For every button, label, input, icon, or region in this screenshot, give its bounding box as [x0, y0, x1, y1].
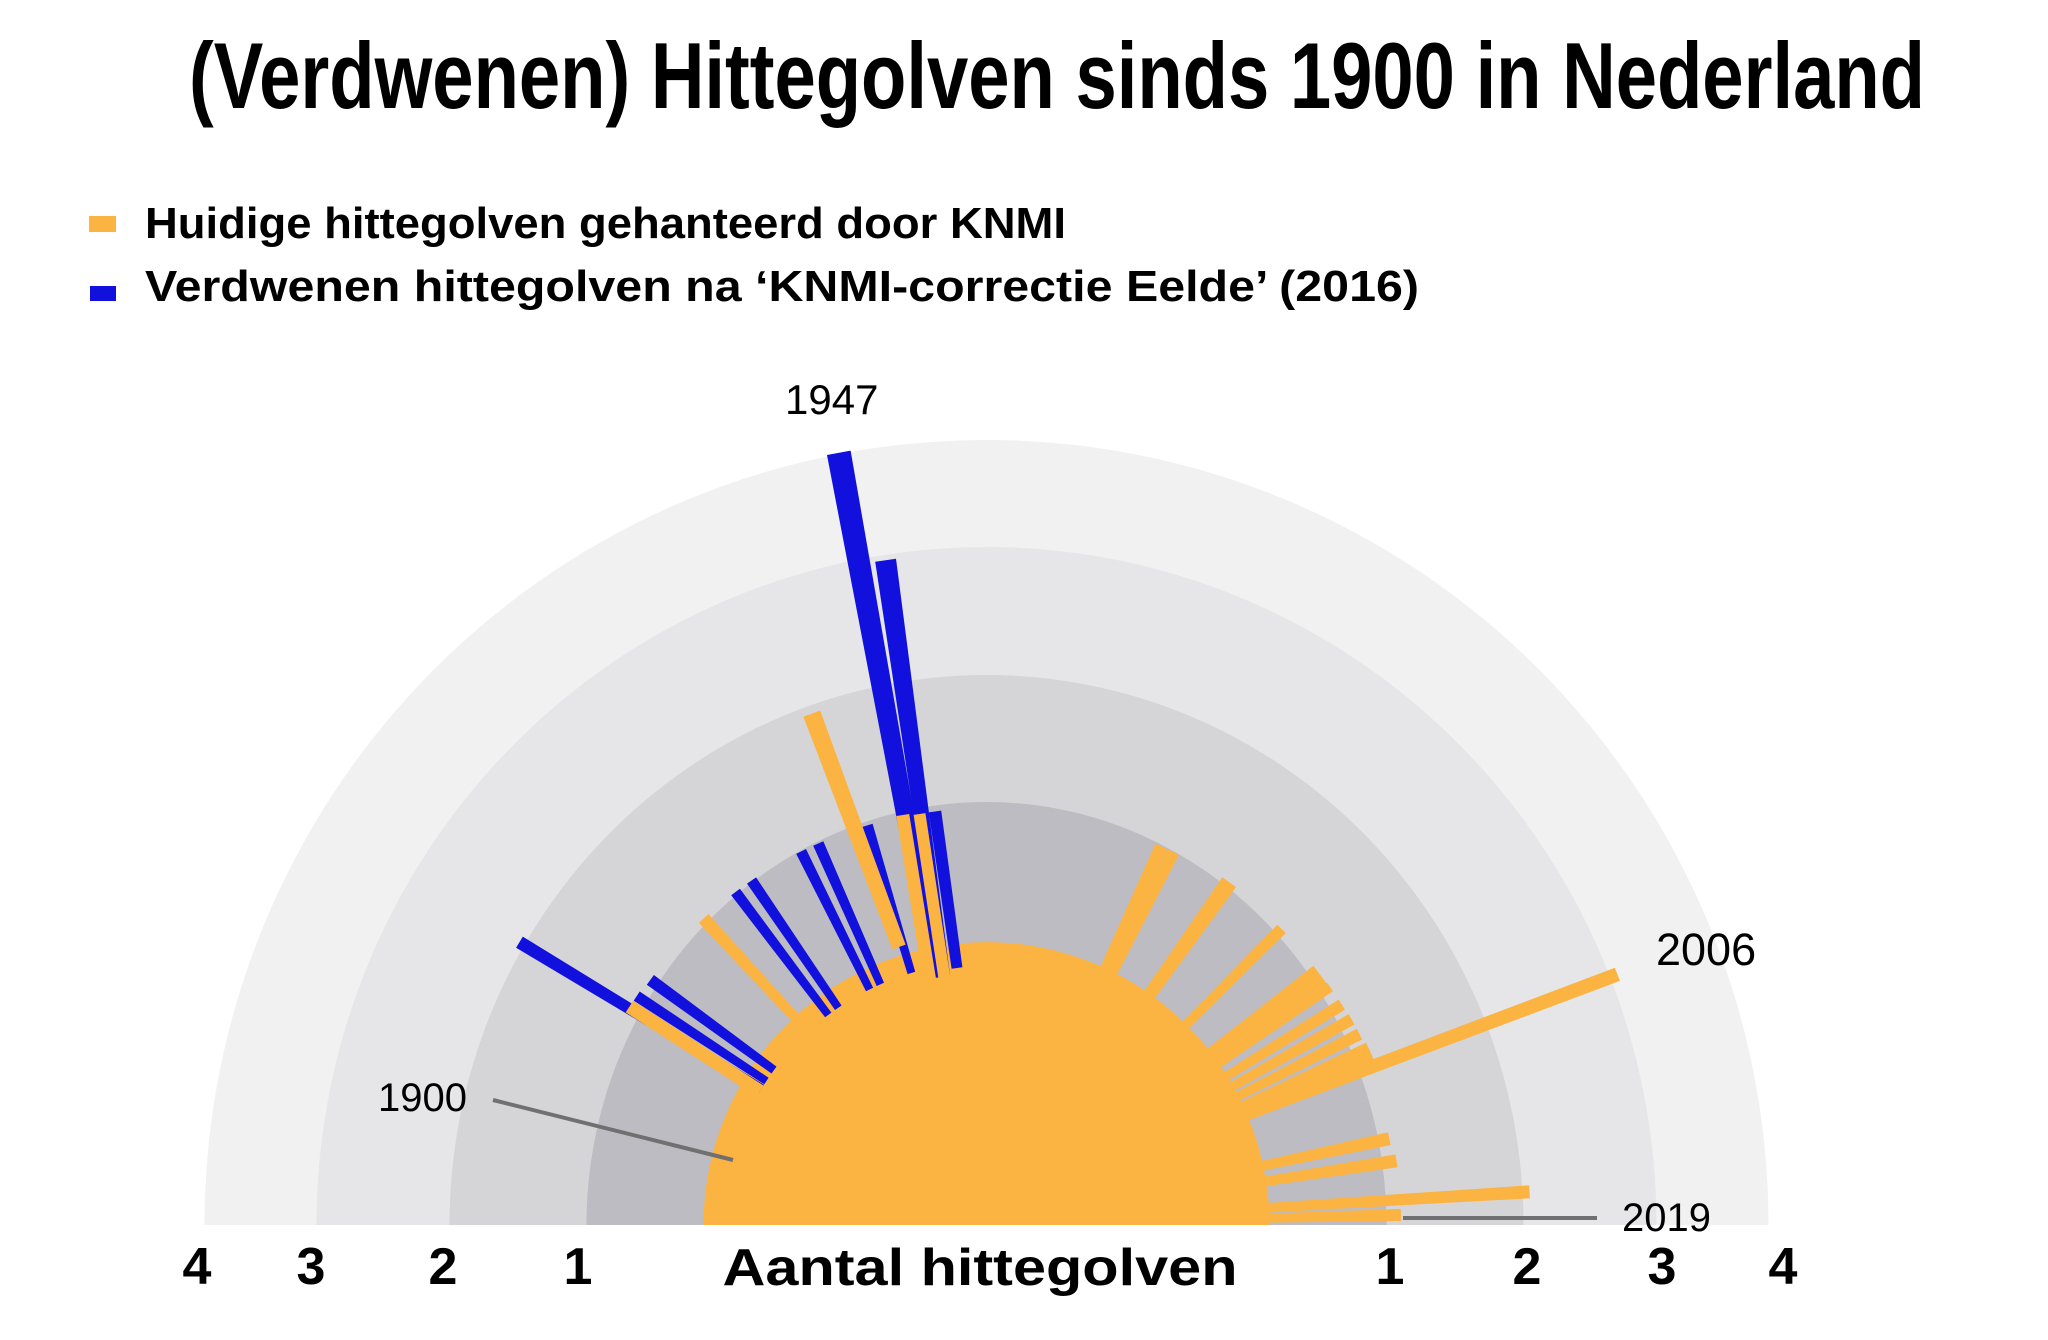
svg-text:4: 4 [1769, 1238, 1798, 1296]
svg-text:2019: 2019 [1622, 1196, 1711, 1240]
svg-text:1: 1 [564, 1238, 593, 1296]
svg-text:4: 4 [183, 1238, 212, 1296]
svg-text:Verdwenen hittegolven na ‘KNMI: Verdwenen hittegolven na ‘KNMI-correctie… [145, 262, 1419, 311]
svg-text:2: 2 [429, 1238, 458, 1296]
svg-text:3: 3 [1648, 1238, 1677, 1296]
svg-text:(Verdwenen) Hittegolven sinds: (Verdwenen) Hittegolven sinds 1900 in Ne… [189, 23, 1925, 128]
svg-text:2: 2 [1513, 1238, 1542, 1296]
svg-text:Aantal hittegolven: Aantal hittegolven [723, 1239, 1238, 1297]
svg-text:2006: 2006 [1656, 924, 1756, 975]
svg-text:1: 1 [1376, 1238, 1405, 1296]
svg-text:1947: 1947 [785, 376, 878, 423]
svg-text:3: 3 [297, 1238, 326, 1296]
svg-text:1900: 1900 [378, 1076, 467, 1120]
svg-text:Huidige hittegolven gehanteerd: Huidige hittegolven gehanteerd door KNMI [145, 199, 1066, 248]
